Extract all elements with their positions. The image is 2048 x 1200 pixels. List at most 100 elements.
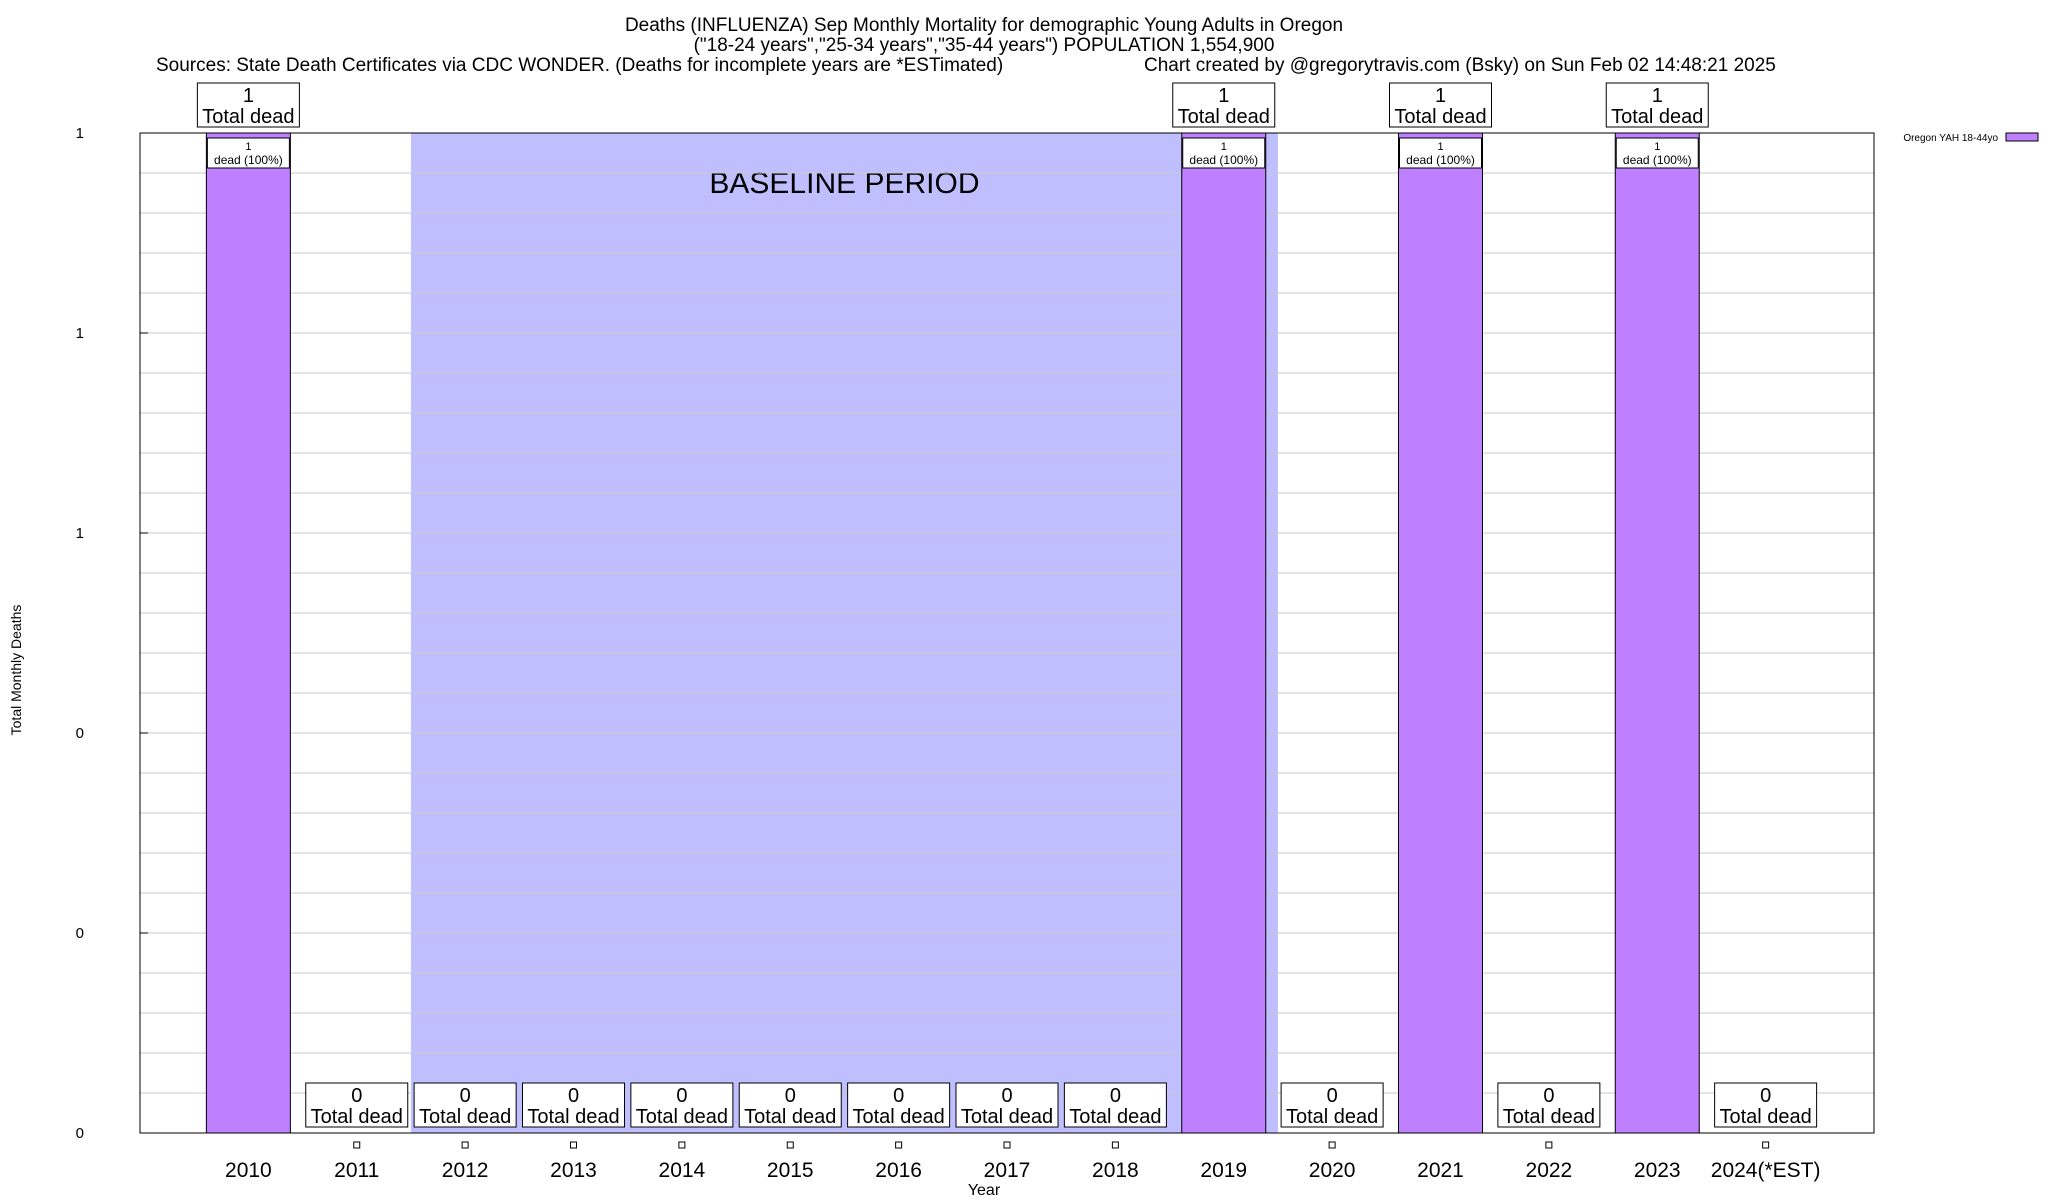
total-label-value: 0 [1760,1085,1771,1107]
chart-credit: Chart created by @gregorytravis.com (Bsk… [1144,55,1776,76]
total-label-text: Total dead [961,1106,1053,1128]
baseline-period-label: BASELINE PERIOD [709,167,979,200]
inner-label-percent: dead (100%) [214,153,283,167]
zero-marker-2018 [1111,1141,1119,1149]
total-label-value: 0 [1543,1085,1554,1107]
total-label-box [1605,82,1709,128]
x-tick-label-2024(*EST): 2024(*EST) [1711,1159,1821,1182]
total-label-box [305,1082,409,1128]
inner-label-count: 1 [1221,141,1227,153]
x-tick-label-2014: 2014 [659,1159,706,1182]
y-tick-label: 0 [76,725,84,742]
total-label-value: 0 [460,1085,471,1107]
legend-series-label: Oregon YAH 18-44yo [1903,133,1998,144]
total-label-value: 1 [1435,85,1446,107]
inner-label-percent: dead (100%) [1189,153,1258,167]
total-label-box [955,1082,1059,1128]
y-tick-label: 1 [76,325,84,342]
bar-2010 [205,132,291,1134]
total-label-value: 0 [1001,1085,1012,1107]
plot-area: BASELINE PERIOD 0 0 0 1 1 1 2010 2011 2012 2013 201… [76,82,1875,1182]
total-label-box [630,1082,734,1128]
x-tick-label-2020: 2020 [1309,1159,1356,1182]
legend-swatch [2005,132,2039,142]
total-label-value: 0 [351,1085,362,1107]
total-label-text: Total dead [744,1106,836,1128]
zero-marker-2022 [1545,1141,1553,1149]
baseline-period-band [410,133,1278,1133]
total-label-text: Total dead [636,1106,728,1128]
x-tick-label-2012: 2012 [442,1159,489,1182]
total-label-value: 0 [1327,1085,1338,1107]
x-tick-label-2019: 2019 [1200,1159,1247,1182]
inner-label-percent: dead (100%) [1406,153,1475,167]
y-axis-label: Total Monthly Deaths [8,605,24,736]
x-tick-label-2016: 2016 [875,1159,922,1182]
zero-marker-2014 [678,1141,686,1149]
inner-label-box [1615,137,1699,169]
x-tick-label-2013: 2013 [550,1159,597,1182]
total-label-text: Total dead [852,1106,944,1128]
zero-marker-2012 [461,1141,469,1149]
chart-sources: Sources: State Death Certificates via CD… [156,55,1003,76]
total-label-box [738,1082,842,1128]
total-label-text: Total dead [1069,1106,1161,1128]
total-label-text: Total dead [1394,106,1486,128]
total-label-box [1389,82,1492,128]
y-tick-label: 1 [76,525,84,542]
total-label-box [196,82,300,128]
total-label-value: 1 [243,85,254,107]
total-label-box [1280,1082,1384,1128]
total-label-text: Total dead [419,1106,511,1128]
x-axis-label: Year [968,1182,1001,1199]
zero-marker-2017 [1003,1141,1011,1149]
total-label-box [1063,1082,1167,1128]
total-label-text: Total dead [311,1106,403,1128]
inner-label-count: 1 [1654,141,1660,153]
zero-marker-2011 [353,1141,361,1149]
total-label-box [522,1082,625,1128]
total-label-value: 0 [785,1085,796,1107]
total-label-box [1714,1082,1818,1128]
plot-border [139,132,1875,1134]
total-label-value: 0 [893,1085,904,1107]
x-tick-label-2022: 2022 [1526,1159,1573,1182]
zero-marker-2020 [1328,1141,1336,1149]
zero-marker-2013 [570,1141,577,1149]
total-label-value: 0 [1110,1085,1121,1107]
zero-marker-2015 [786,1141,794,1149]
total-label-text: Total dead [1719,1106,1811,1128]
x-tick-label-2018: 2018 [1092,1159,1139,1182]
total-label-text: Total dead [1178,106,1270,128]
x-tick-label-2021: 2021 [1417,1159,1464,1182]
legend: Oregon YAH 18-44yo [1903,132,2039,144]
inner-label-percent: dead (100%) [1623,153,1692,167]
total-label-box [1172,82,1276,128]
total-label-value: 0 [568,1085,579,1107]
inner-label-box [1399,137,1482,169]
x-tick-label-2023: 2023 [1634,1159,1681,1182]
total-label-box [847,1082,951,1128]
total-label-text: Total dead [1611,106,1703,128]
total-label-text: Total dead [527,1106,619,1128]
y-tick-label: 1 [76,125,84,142]
chart-title: Deaths (INFLUENZA) Sep Monthly Mortality… [625,15,1343,36]
total-label-value: 1 [1652,85,1663,107]
inner-label-box [206,137,290,169]
bar-2023 [1614,132,1700,1134]
inner-label-box [1182,137,1266,169]
x-tick-label-2017: 2017 [984,1159,1031,1182]
inner-label-count: 1 [1437,141,1443,153]
total-label-box [1497,1082,1601,1128]
x-tick-label-2015: 2015 [767,1159,814,1182]
total-label-text: Total dead [202,106,294,128]
zero-marker-2016 [895,1141,903,1149]
y-tick-label: 0 [76,925,84,942]
zero-marker-2024(*EST) [1762,1141,1770,1149]
chart-subtitle: ("18-24 years","25-34 years","35-44 year… [694,35,1275,56]
total-label-text: Total dead [1503,1106,1595,1128]
total-label-text: Total dead [1286,1106,1378,1128]
x-tick-label-2010: 2010 [225,1159,272,1182]
y-tick-label: 0 [76,1125,84,1142]
